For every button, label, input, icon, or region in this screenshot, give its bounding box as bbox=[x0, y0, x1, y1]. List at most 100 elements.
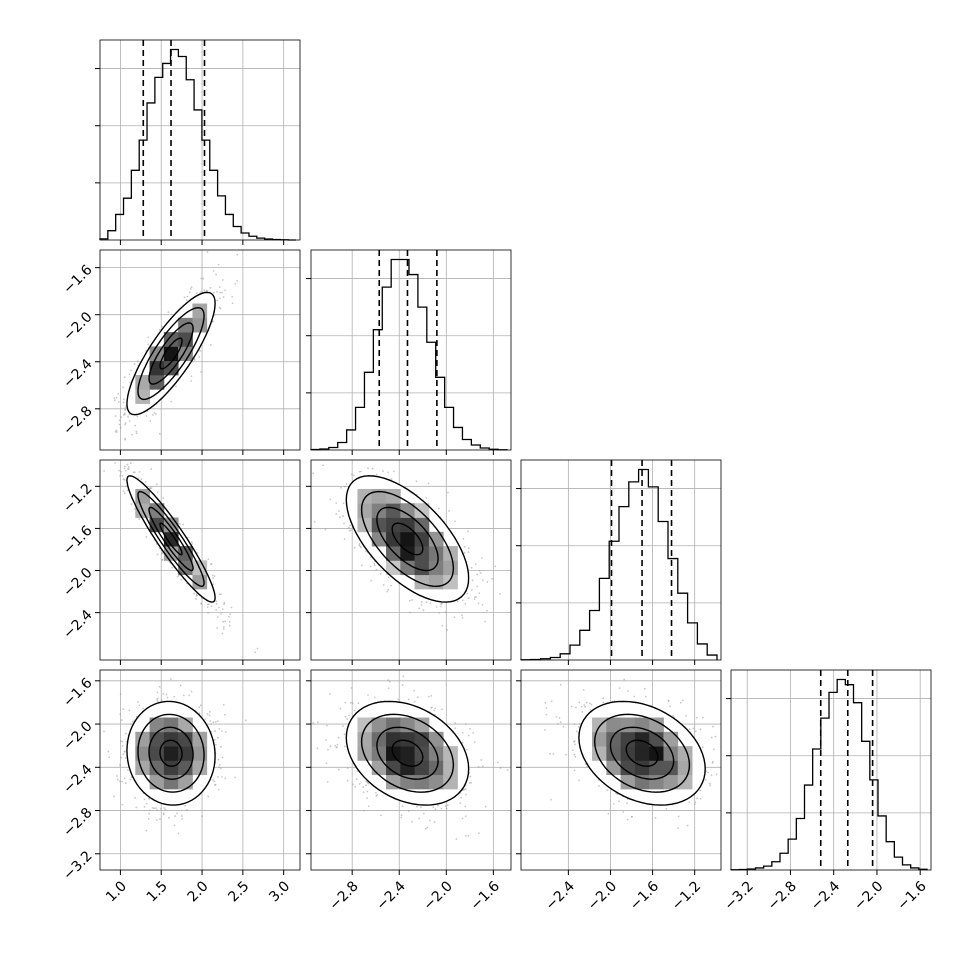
sample-point bbox=[216, 290, 219, 293]
sample-point bbox=[705, 770, 708, 773]
panel-content bbox=[296, 675, 509, 840]
sample-point bbox=[447, 491, 449, 494]
sample-point bbox=[221, 279, 224, 281]
sample-point bbox=[190, 286, 193, 289]
sample-point bbox=[220, 776, 223, 778]
density-cell bbox=[386, 717, 401, 733]
sample-point bbox=[602, 701, 605, 704]
sample-point bbox=[210, 723, 213, 725]
sample-point bbox=[677, 815, 680, 818]
sample-point bbox=[584, 763, 587, 765]
sample-point bbox=[124, 732, 127, 735]
sample-point bbox=[441, 708, 443, 711]
sample-point bbox=[130, 369, 132, 372]
sample-point bbox=[585, 765, 588, 768]
sample-point bbox=[213, 575, 216, 578]
sample-point bbox=[221, 632, 224, 635]
x-tick-label: −2.0 bbox=[421, 878, 456, 913]
sample-point bbox=[142, 707, 145, 710]
sample-point bbox=[199, 350, 202, 352]
sample-point bbox=[214, 744, 217, 746]
sample-point bbox=[461, 616, 464, 619]
sample-point bbox=[296, 761, 298, 763]
sample-point bbox=[213, 780, 216, 783]
density-cell bbox=[386, 774, 401, 790]
sample-point bbox=[155, 807, 157, 810]
density-cell bbox=[428, 574, 444, 590]
sample-point bbox=[570, 705, 573, 708]
panel-frame bbox=[99, 39, 301, 241]
sample-point bbox=[578, 701, 581, 704]
sample-point bbox=[475, 596, 477, 598]
sample-point bbox=[346, 718, 349, 721]
sample-point bbox=[140, 478, 143, 480]
sample-point bbox=[387, 687, 390, 690]
sample-point bbox=[218, 766, 220, 769]
panel-frame bbox=[99, 249, 301, 451]
sample-point bbox=[180, 815, 183, 817]
sample-point bbox=[204, 718, 207, 721]
sample-point bbox=[213, 738, 216, 741]
sample-point bbox=[129, 381, 131, 384]
sample-point bbox=[123, 412, 126, 415]
sample-point bbox=[147, 817, 150, 820]
sample-point bbox=[212, 779, 214, 781]
sample-point bbox=[701, 716, 704, 719]
density-cell bbox=[400, 531, 416, 547]
sample-point bbox=[119, 474, 121, 477]
sample-point bbox=[138, 704, 141, 707]
sample-point bbox=[408, 599, 411, 602]
sample-point bbox=[478, 569, 481, 572]
sample-point bbox=[456, 600, 459, 603]
sample-point bbox=[466, 592, 469, 595]
density-cell bbox=[634, 746, 650, 761]
sample-point bbox=[463, 551, 466, 554]
sample-point bbox=[120, 719, 123, 721]
density-cell bbox=[663, 760, 679, 776]
sample-point bbox=[496, 761, 499, 764]
histogram-panel-3 bbox=[516, 459, 722, 665]
sample-point bbox=[415, 480, 418, 483]
sample-point bbox=[665, 807, 668, 810]
y-tick-label: −2.4 bbox=[60, 762, 95, 797]
sample-point bbox=[161, 558, 164, 561]
density-cell bbox=[163, 760, 179, 776]
sample-point bbox=[124, 465, 126, 468]
density-cell bbox=[414, 760, 430, 776]
sample-point bbox=[222, 296, 225, 298]
sample-point bbox=[221, 756, 224, 759]
sample-point bbox=[654, 817, 657, 819]
density-cell bbox=[428, 546, 444, 561]
density-cell bbox=[443, 760, 458, 776]
sample-point bbox=[709, 784, 711, 787]
sample-point bbox=[387, 576, 390, 579]
sample-point bbox=[222, 620, 225, 623]
sample-point bbox=[215, 609, 218, 611]
sample-point bbox=[128, 709, 131, 712]
sample-point bbox=[365, 780, 368, 783]
scatter-panel-4-2: −2.8 −2.4 −2.0 −1.6 bbox=[296, 669, 512, 914]
sample-point bbox=[667, 700, 670, 702]
sample-point bbox=[468, 782, 471, 784]
density-cell bbox=[400, 560, 416, 576]
sample-point bbox=[445, 807, 448, 810]
sample-point bbox=[210, 605, 213, 608]
sample-point bbox=[343, 733, 346, 736]
density-cell bbox=[634, 731, 650, 747]
sample-point bbox=[162, 813, 165, 816]
sample-point bbox=[335, 746, 338, 748]
sample-point bbox=[400, 816, 403, 819]
sample-point bbox=[353, 709, 356, 712]
density-cell bbox=[386, 531, 401, 547]
sample-point bbox=[453, 616, 456, 619]
density-cell bbox=[163, 531, 179, 547]
sample-point bbox=[517, 555, 519, 557]
sample-point bbox=[342, 502, 345, 505]
sample-point bbox=[454, 520, 456, 523]
sample-point bbox=[584, 705, 586, 708]
sample-point bbox=[438, 612, 441, 614]
sample-point bbox=[623, 678, 626, 681]
density-cell bbox=[163, 332, 179, 347]
sample-point bbox=[461, 741, 464, 744]
sample-point bbox=[583, 704, 586, 707]
